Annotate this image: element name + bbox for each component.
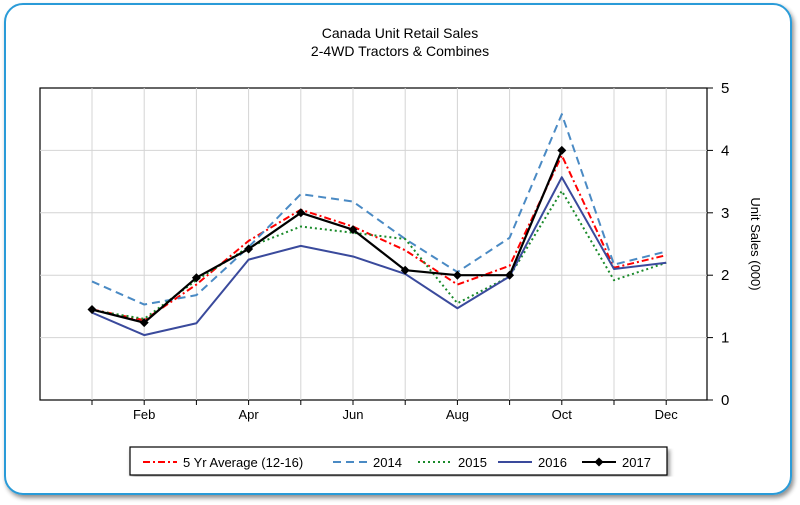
data-point-sep: [505, 270, 515, 280]
y-axis-ticks: 0 1 2 3 4 5: [707, 80, 729, 409]
y-tick-label-2: 2: [721, 267, 729, 284]
chart-subtitle: 2-4WD Tractors & Combines: [311, 43, 489, 59]
x-tick-label-dec: Dec: [655, 407, 679, 422]
data-point-jan: [87, 305, 97, 315]
y-tick-label-1: 1: [721, 330, 729, 347]
series-layer: [87, 113, 667, 337]
series-3: [91, 176, 667, 337]
x-axis-ticks: Feb Apr Jun Aug Oct Dec: [91, 400, 679, 422]
legend-label-1: 2014: [373, 455, 402, 470]
data-point-jun: [348, 225, 358, 235]
legend-item-2: 2015: [418, 455, 487, 470]
y-tick-label-3: 3: [721, 205, 729, 222]
y-tick-label-4: 4: [721, 142, 729, 159]
data-point-feb: [139, 318, 149, 328]
legend-item-0: 5 Yr Average (12-16): [143, 455, 303, 470]
series-line-0: [91, 154, 667, 322]
legend-item-4: 2017: [582, 455, 651, 470]
data-point-oct: [557, 145, 567, 155]
series-line-1: [91, 113, 667, 306]
x-tick-label-apr: Apr: [238, 407, 259, 422]
chart-title: Canada Unit Retail Sales: [322, 25, 478, 41]
x-tick-label-feb: Feb: [133, 407, 155, 422]
x-tick-label-oct: Oct: [552, 407, 573, 422]
series-line-4: [91, 149, 563, 324]
y-tick-label-0: 0: [721, 392, 729, 409]
legend: 5 Yr Average (12-16) 2014 2015 2016 2017: [143, 455, 651, 470]
legend-item-3: 2016: [498, 455, 567, 470]
legend-label-0: 5 Yr Average (12-16): [183, 455, 303, 470]
y-axis-label: Unit Sales (000): [748, 197, 763, 290]
x-tick-label-jun: Jun: [343, 407, 364, 422]
gridlines: [40, 88, 707, 400]
data-point-jul: [400, 265, 410, 275]
legend-box: [129, 446, 668, 476]
legend-item-1: 2014: [333, 455, 402, 470]
legend-marker-4: [594, 457, 604, 467]
plot-area: [39, 87, 708, 401]
y-tick-label-5: 5: [721, 80, 729, 97]
legend-label-3: 2016: [538, 455, 567, 470]
series-1: [91, 113, 667, 306]
series-0: [91, 154, 667, 322]
data-point-aug: [452, 270, 462, 280]
series-line-3: [91, 176, 667, 337]
series-4: [87, 145, 567, 328]
data-point-may: [296, 208, 306, 218]
legend-label-4: 2017: [622, 455, 651, 470]
data-point-apr: [244, 244, 254, 254]
legend-label-2: 2015: [458, 455, 487, 470]
x-tick-label-aug: Aug: [446, 407, 469, 422]
data-point-mar: [191, 273, 201, 283]
